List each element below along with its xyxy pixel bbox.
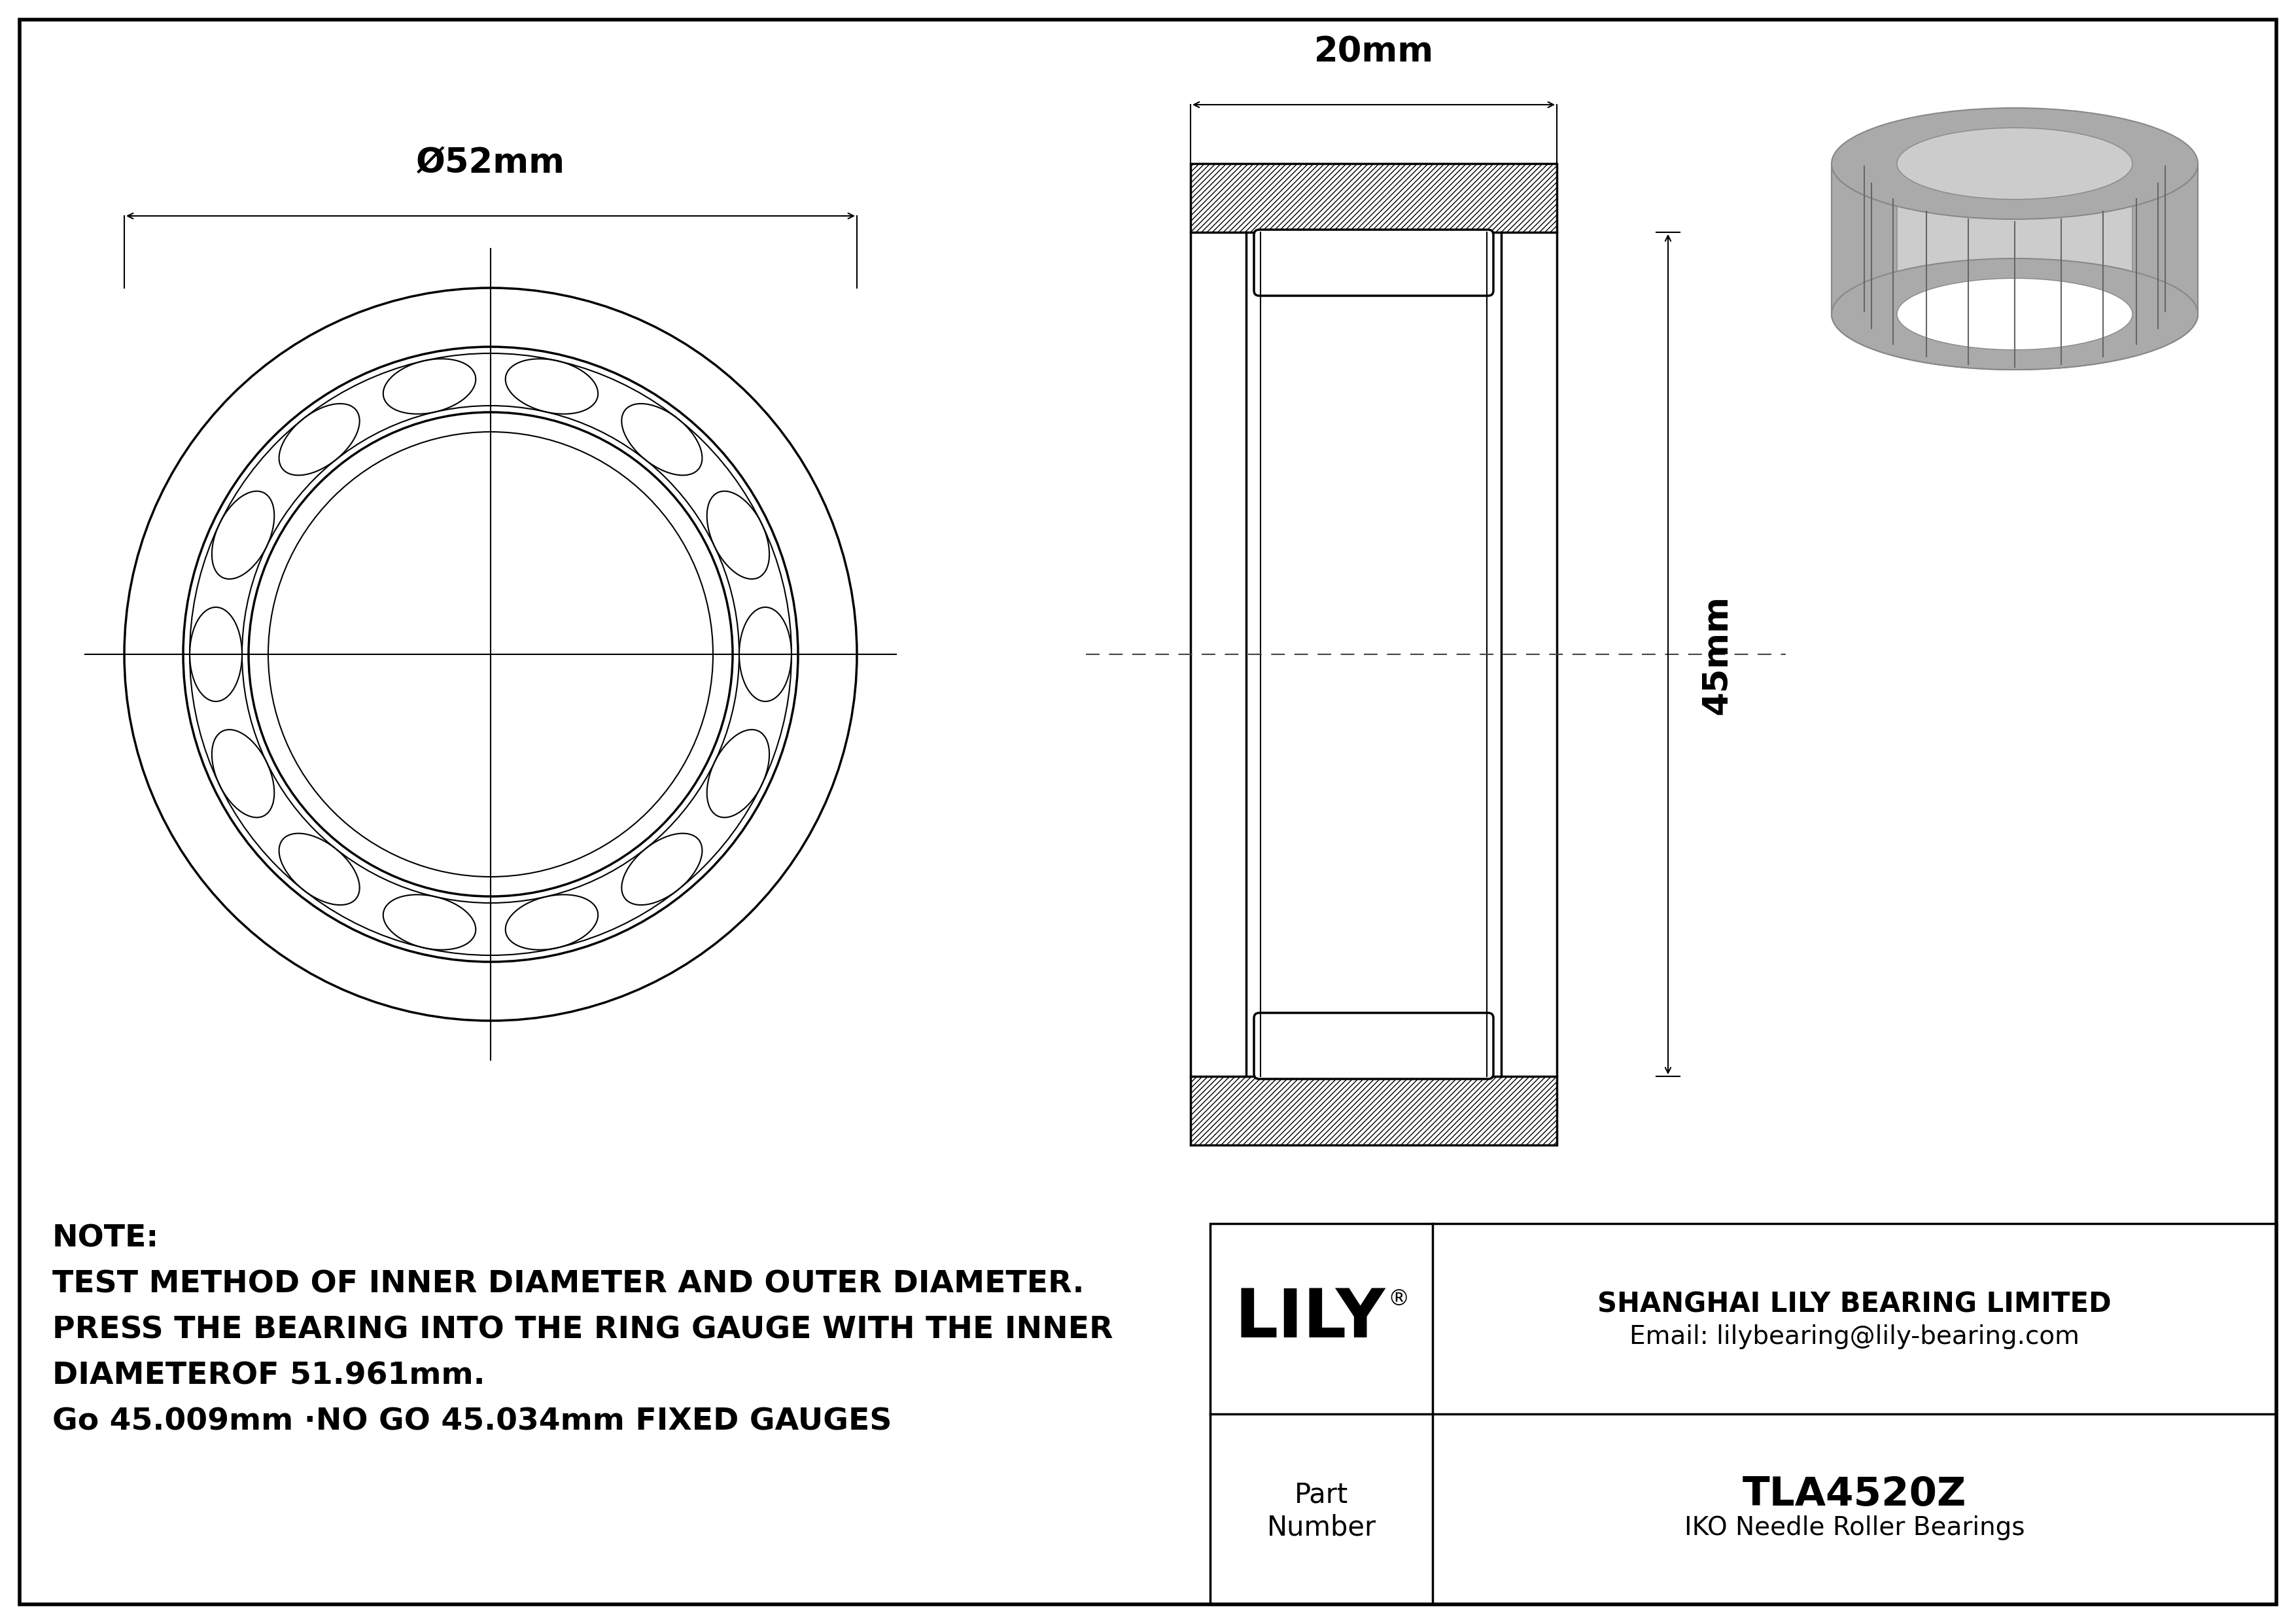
Polygon shape: [1896, 164, 2133, 349]
Bar: [1192, 1077, 1557, 1145]
Text: Email: lilybearing@lily-bearing.com: Email: lilybearing@lily-bearing.com: [1630, 1325, 2080, 1350]
FancyBboxPatch shape: [1254, 1013, 1492, 1078]
Text: NOTE:: NOTE:: [53, 1223, 158, 1254]
Polygon shape: [1832, 164, 2197, 370]
Text: Number: Number: [1267, 1514, 1375, 1541]
Ellipse shape: [1896, 128, 2133, 200]
Ellipse shape: [1896, 278, 2133, 349]
Text: SHANGHAI LILY BEARING LIMITED: SHANGHAI LILY BEARING LIMITED: [1598, 1291, 2112, 1319]
Ellipse shape: [1832, 107, 2197, 219]
Text: 45mm: 45mm: [1699, 594, 1733, 715]
Text: 20mm: 20mm: [1313, 34, 1433, 68]
Text: LILY: LILY: [1235, 1286, 1384, 1351]
FancyBboxPatch shape: [1254, 229, 1492, 296]
Text: Ø52mm: Ø52mm: [416, 146, 565, 180]
Bar: [1192, 164, 1557, 232]
Text: ®: ®: [1387, 1288, 1410, 1311]
Text: TLA4520Z: TLA4520Z: [1743, 1476, 1965, 1514]
Bar: [1210, 1223, 2275, 1605]
Text: Part: Part: [1295, 1481, 1348, 1509]
Text: TEST METHOD OF INNER DIAMETER AND OUTER DIAMETER.: TEST METHOD OF INNER DIAMETER AND OUTER …: [53, 1270, 1084, 1299]
Ellipse shape: [1832, 258, 2197, 370]
Text: IKO Needle Roller Bearings: IKO Needle Roller Bearings: [1685, 1515, 2025, 1540]
Text: DIAMETEROF 51.961mm.: DIAMETEROF 51.961mm.: [53, 1361, 484, 1390]
Text: Go 45.009mm ·NO GO 45.034mm FIXED GAUGES: Go 45.009mm ·NO GO 45.034mm FIXED GAUGES: [53, 1406, 891, 1436]
Text: PRESS THE BEARING INTO THE RING GAUGE WITH THE INNER: PRESS THE BEARING INTO THE RING GAUGE WI…: [53, 1315, 1114, 1345]
